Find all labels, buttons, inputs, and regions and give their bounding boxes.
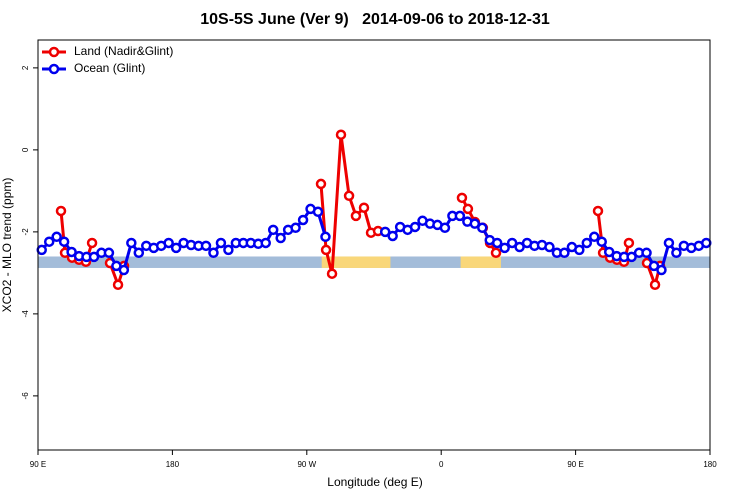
y-axis-label: XCO2 - MLO trend (ppm) (0, 178, 14, 313)
data-point (589, 231, 600, 243)
y-tick-label: 0 (21, 147, 30, 152)
data-point (297, 214, 309, 226)
y-tick-label: 2 (21, 65, 30, 70)
data-point (215, 237, 227, 249)
legend-marker (48, 63, 60, 75)
data-point (51, 231, 62, 243)
data-point (387, 230, 398, 242)
legend-marker (48, 46, 60, 58)
data-point (671, 247, 682, 259)
data-point (343, 190, 355, 202)
data-point (66, 246, 77, 258)
data-point (626, 251, 637, 263)
data-point (58, 236, 70, 247)
data-point (559, 247, 570, 259)
data-point (315, 178, 327, 190)
data-point (126, 237, 137, 249)
x-axis-label: Longitude (deg E) (327, 475, 422, 489)
data-point (456, 192, 468, 204)
data-point (603, 246, 615, 258)
data-point (623, 237, 635, 249)
data-point (36, 244, 47, 256)
data-point (490, 247, 502, 259)
data-point (477, 222, 488, 234)
chart-title: 10S-5S June (Ver 9) 2014-09-06 to 2018-1… (200, 11, 550, 28)
data-point (514, 241, 525, 253)
data-point (111, 260, 122, 272)
data-point (88, 251, 100, 263)
data-point (462, 203, 474, 215)
data-point (275, 232, 286, 244)
y-tick-label: -6 (21, 392, 30, 400)
data-point (641, 247, 652, 259)
data-point (596, 236, 607, 247)
data-point (200, 240, 212, 252)
data-point (544, 241, 555, 253)
x-tick-label: 180 (703, 460, 717, 469)
plot-frame (37, 39, 711, 451)
data-point (649, 279, 661, 291)
data-point (290, 222, 301, 234)
data-point (469, 218, 481, 229)
data-point (439, 222, 451, 234)
data-point (701, 237, 712, 249)
data-point (133, 247, 145, 259)
x-tick-label: 180 (166, 460, 180, 469)
data-point (208, 247, 219, 259)
data-point (581, 237, 593, 249)
data-point (506, 237, 518, 249)
x-tick-label: 90 E (30, 460, 46, 469)
surface-band (321, 256, 391, 268)
legend-label: Ocean (Glint) (74, 61, 145, 75)
legend-label: Land (Nadir&Glint) (74, 44, 173, 58)
data-point (358, 202, 370, 213)
data-point (491, 237, 503, 249)
data-point (648, 260, 660, 272)
data-point (335, 129, 347, 140)
y-tick-label: -4 (21, 310, 30, 318)
x-tick-label: 0 (439, 460, 444, 469)
data-point (592, 205, 604, 217)
data-point (350, 210, 362, 222)
data-point (409, 221, 421, 233)
data-point (163, 237, 174, 249)
surface-band (460, 256, 501, 268)
data-point (663, 237, 675, 249)
data-point (574, 244, 585, 256)
data-point (320, 231, 331, 243)
data-point (656, 264, 667, 276)
data-point (86, 237, 98, 249)
data-point (55, 205, 67, 217)
data-point (267, 224, 279, 236)
data-point (499, 242, 510, 254)
data-point (223, 244, 234, 256)
data-point (103, 247, 115, 259)
data-point (260, 237, 271, 249)
data-point (379, 226, 391, 238)
data-point (112, 279, 124, 291)
y-tick-label: -2 (21, 228, 30, 236)
data-point (43, 236, 55, 247)
data-point (170, 242, 182, 254)
x-tick-label: 90 E (567, 460, 583, 469)
x-tick-label: 90 W (297, 460, 316, 469)
data-point (118, 264, 130, 276)
data-point (312, 206, 324, 218)
data-point (454, 210, 466, 222)
data-point (320, 244, 332, 256)
data-point (326, 268, 338, 279)
